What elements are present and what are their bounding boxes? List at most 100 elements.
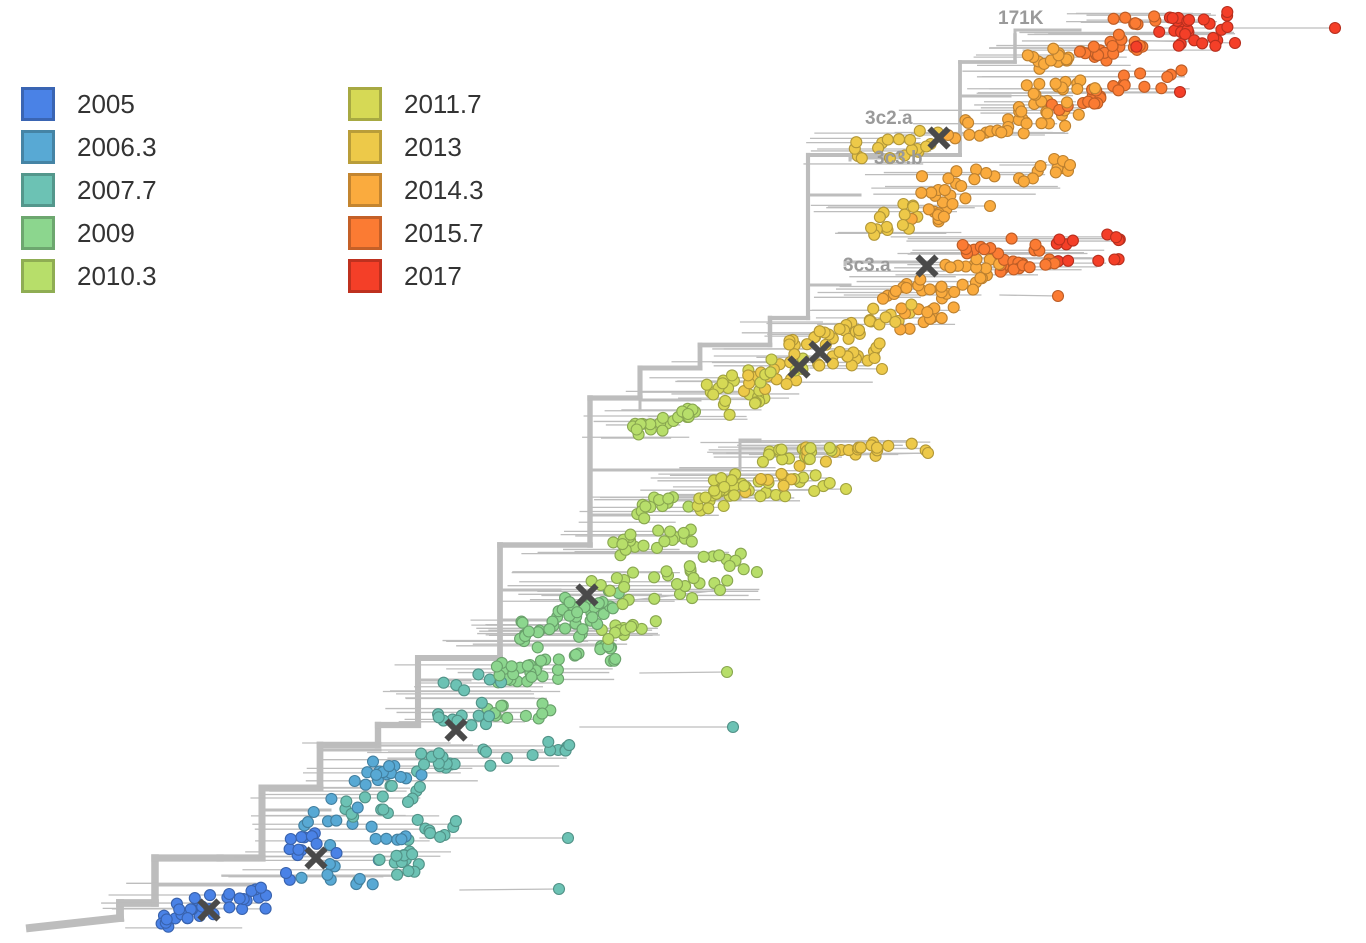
tree-tip[interactable] xyxy=(855,152,868,165)
tree-tip[interactable] xyxy=(1023,261,1036,274)
tree-tip[interactable] xyxy=(875,362,889,376)
tree-tip[interactable] xyxy=(1049,166,1062,179)
tree-tip[interactable] xyxy=(1059,119,1072,132)
tree-tip[interactable] xyxy=(1088,97,1101,110)
tree-tip[interactable] xyxy=(879,311,892,324)
tree-tip[interactable] xyxy=(660,565,673,578)
tree-tip[interactable] xyxy=(1035,117,1048,130)
tree-tip[interactable] xyxy=(839,482,853,496)
tree-tip[interactable] xyxy=(1175,64,1188,77)
tree-tip[interactable] xyxy=(1153,25,1166,38)
tree-tip[interactable] xyxy=(301,816,314,829)
tree-tip[interactable] xyxy=(292,843,305,856)
tree-tip[interactable] xyxy=(1066,234,1079,247)
tree-tip[interactable] xyxy=(526,748,539,762)
tree-tip[interactable] xyxy=(779,490,792,503)
tree-tip[interactable] xyxy=(966,283,980,296)
tree-tip[interactable] xyxy=(813,325,826,338)
tree-tip[interactable] xyxy=(1107,12,1120,25)
tree-tip[interactable] xyxy=(516,616,529,629)
tree-tip[interactable] xyxy=(358,791,372,804)
tree-tip[interactable] xyxy=(525,670,538,683)
tree-tip[interactable] xyxy=(697,550,710,563)
tree-tip[interactable] xyxy=(725,369,739,382)
tree-tip[interactable] xyxy=(699,491,712,504)
tree-tip[interactable] xyxy=(723,408,736,421)
tree-tip[interactable] xyxy=(330,847,343,860)
tree-tip[interactable] xyxy=(725,474,738,487)
tree-tip[interactable] xyxy=(1053,233,1066,246)
tree-tip[interactable] xyxy=(1182,13,1196,26)
tree-tip[interactable] xyxy=(173,903,186,916)
tree-tip[interactable] xyxy=(648,571,661,584)
tree-tip[interactable] xyxy=(973,129,986,142)
tree-tip[interactable] xyxy=(1029,238,1042,251)
tree-tip[interactable] xyxy=(522,625,535,638)
tree-tip[interactable] xyxy=(707,388,720,401)
tree-tip[interactable] xyxy=(638,512,651,525)
tree-tip[interactable] xyxy=(983,199,997,213)
tree-tip[interactable] xyxy=(500,751,514,765)
tree-tip[interactable] xyxy=(842,332,855,345)
tree-tip[interactable] xyxy=(390,849,403,862)
tree-tip[interactable] xyxy=(670,578,684,591)
tree-tip[interactable] xyxy=(458,684,471,697)
tree-tip[interactable] xyxy=(625,620,638,633)
tree-tip[interactable] xyxy=(833,322,846,335)
tree-tip[interactable] xyxy=(1119,11,1132,24)
tree-tip[interactable] xyxy=(956,278,969,291)
tree-tip[interactable] xyxy=(793,459,806,472)
tree-tip[interactable] xyxy=(576,623,589,636)
tree-tip[interactable] xyxy=(980,167,993,180)
tree-tip[interactable] xyxy=(876,292,890,305)
tree-tip[interactable] xyxy=(571,606,584,619)
tree-tip[interactable] xyxy=(683,560,696,573)
tree-tip[interactable] xyxy=(406,848,419,861)
tree-tip[interactable] xyxy=(519,709,532,722)
tree-tip[interactable] xyxy=(1039,258,1052,271)
tree-tip[interactable] xyxy=(1155,82,1168,95)
tree-tip[interactable] xyxy=(1129,17,1142,30)
tree-tip[interactable] xyxy=(1027,87,1040,100)
tree-tip[interactable] xyxy=(803,453,816,466)
tree-tip[interactable] xyxy=(892,133,906,146)
tree-tip[interactable] xyxy=(880,220,893,233)
tree-tip[interactable] xyxy=(490,660,503,673)
tree-tip[interactable] xyxy=(728,489,741,502)
tree-tip[interactable] xyxy=(1005,232,1018,245)
tree-tip[interactable] xyxy=(259,902,272,915)
tree-tip[interactable] xyxy=(648,592,661,605)
tree-tip[interactable] xyxy=(915,170,929,183)
tree-tip[interactable] xyxy=(904,133,917,146)
tree-tip[interactable] xyxy=(1021,49,1034,62)
tree-tip[interactable] xyxy=(181,912,194,925)
tree-tip[interactable] xyxy=(852,324,866,337)
tree-tip[interactable] xyxy=(896,218,909,232)
tree-tip[interactable] xyxy=(944,261,957,274)
tree-tip[interactable] xyxy=(950,165,963,178)
tree-tip[interactable] xyxy=(865,221,878,234)
tree-tip[interactable] xyxy=(854,441,867,454)
tree-tip[interactable] xyxy=(913,124,926,137)
tree-tip[interactable] xyxy=(1221,5,1234,19)
tree-tip[interactable] xyxy=(415,747,428,760)
tree-tip[interactable] xyxy=(369,832,382,845)
tree-tip[interactable] xyxy=(616,538,629,551)
tree-tip[interactable] xyxy=(833,345,846,358)
tree-tip[interactable] xyxy=(677,526,690,539)
tree-tip[interactable] xyxy=(656,411,669,424)
tree-tip[interactable] xyxy=(501,711,514,724)
tree-tip[interactable] xyxy=(610,571,623,585)
tree-tip[interactable] xyxy=(889,315,902,329)
tree-tip[interactable] xyxy=(465,719,478,732)
tree-tip[interactable] xyxy=(1087,40,1100,53)
tree-tip[interactable] xyxy=(883,152,896,165)
tree-tip[interactable] xyxy=(765,353,778,366)
tree-tip[interactable] xyxy=(391,868,404,881)
tree-tip[interactable] xyxy=(938,184,951,197)
tree-tip[interactable] xyxy=(616,598,629,611)
tree-tip[interactable] xyxy=(1060,96,1074,109)
tree-tip[interactable] xyxy=(437,676,450,689)
tree-tip[interactable] xyxy=(432,747,445,760)
tree-tip[interactable] xyxy=(536,707,549,720)
